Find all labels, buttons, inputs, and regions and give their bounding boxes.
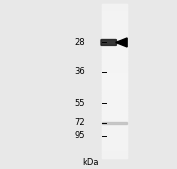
Bar bbox=[102, 117, 127, 119]
Bar bbox=[102, 66, 127, 68]
Bar bbox=[102, 83, 127, 86]
Bar bbox=[102, 155, 127, 158]
Text: 55: 55 bbox=[75, 99, 85, 108]
Bar bbox=[102, 9, 127, 12]
Bar bbox=[102, 109, 127, 112]
Bar bbox=[102, 127, 127, 130]
Bar bbox=[102, 35, 127, 37]
Bar bbox=[102, 81, 127, 83]
Bar bbox=[102, 32, 127, 35]
Bar bbox=[102, 125, 127, 127]
Bar bbox=[102, 4, 127, 158]
Bar bbox=[102, 122, 127, 124]
Bar bbox=[102, 91, 127, 94]
Bar bbox=[102, 150, 127, 153]
Bar bbox=[102, 104, 127, 107]
Bar bbox=[102, 53, 127, 55]
Bar bbox=[102, 143, 127, 145]
Bar bbox=[102, 130, 127, 132]
Bar bbox=[102, 37, 127, 40]
Bar bbox=[102, 45, 127, 48]
Bar bbox=[102, 19, 127, 22]
Text: 95: 95 bbox=[75, 131, 85, 140]
Bar bbox=[102, 25, 127, 27]
Bar bbox=[102, 132, 127, 135]
Bar bbox=[102, 68, 127, 71]
Bar bbox=[102, 50, 127, 53]
Bar bbox=[102, 122, 127, 125]
Bar bbox=[102, 14, 127, 17]
Bar bbox=[102, 76, 127, 78]
Bar bbox=[102, 17, 127, 19]
Bar bbox=[102, 102, 127, 104]
Bar bbox=[102, 7, 127, 9]
Bar bbox=[102, 48, 127, 50]
Bar bbox=[102, 153, 127, 155]
Bar bbox=[102, 145, 127, 148]
Bar bbox=[102, 99, 127, 102]
Text: 36: 36 bbox=[74, 67, 85, 76]
Bar bbox=[102, 94, 127, 96]
Bar bbox=[102, 12, 127, 14]
Polygon shape bbox=[116, 38, 127, 47]
Bar bbox=[102, 61, 127, 63]
Bar bbox=[102, 135, 127, 137]
Bar bbox=[102, 63, 127, 66]
Bar bbox=[102, 140, 127, 143]
Bar bbox=[102, 22, 127, 25]
Bar bbox=[102, 30, 127, 32]
Bar bbox=[102, 137, 127, 140]
Text: kDa: kDa bbox=[82, 158, 99, 167]
Bar bbox=[102, 86, 127, 89]
Bar bbox=[102, 4, 127, 7]
Bar bbox=[102, 78, 127, 81]
Bar bbox=[102, 55, 127, 58]
Bar bbox=[102, 114, 127, 117]
Bar bbox=[102, 96, 127, 99]
Bar bbox=[102, 71, 127, 73]
Bar bbox=[102, 42, 127, 45]
Bar bbox=[102, 58, 127, 61]
Bar bbox=[102, 119, 127, 122]
Bar bbox=[102, 107, 127, 109]
Bar bbox=[102, 73, 127, 76]
FancyBboxPatch shape bbox=[101, 40, 116, 45]
Bar bbox=[102, 89, 127, 91]
Bar bbox=[102, 40, 127, 42]
Text: 72: 72 bbox=[74, 118, 85, 127]
Text: 28: 28 bbox=[74, 38, 85, 47]
Bar bbox=[102, 112, 127, 114]
Bar bbox=[102, 27, 127, 30]
Bar bbox=[102, 148, 127, 150]
